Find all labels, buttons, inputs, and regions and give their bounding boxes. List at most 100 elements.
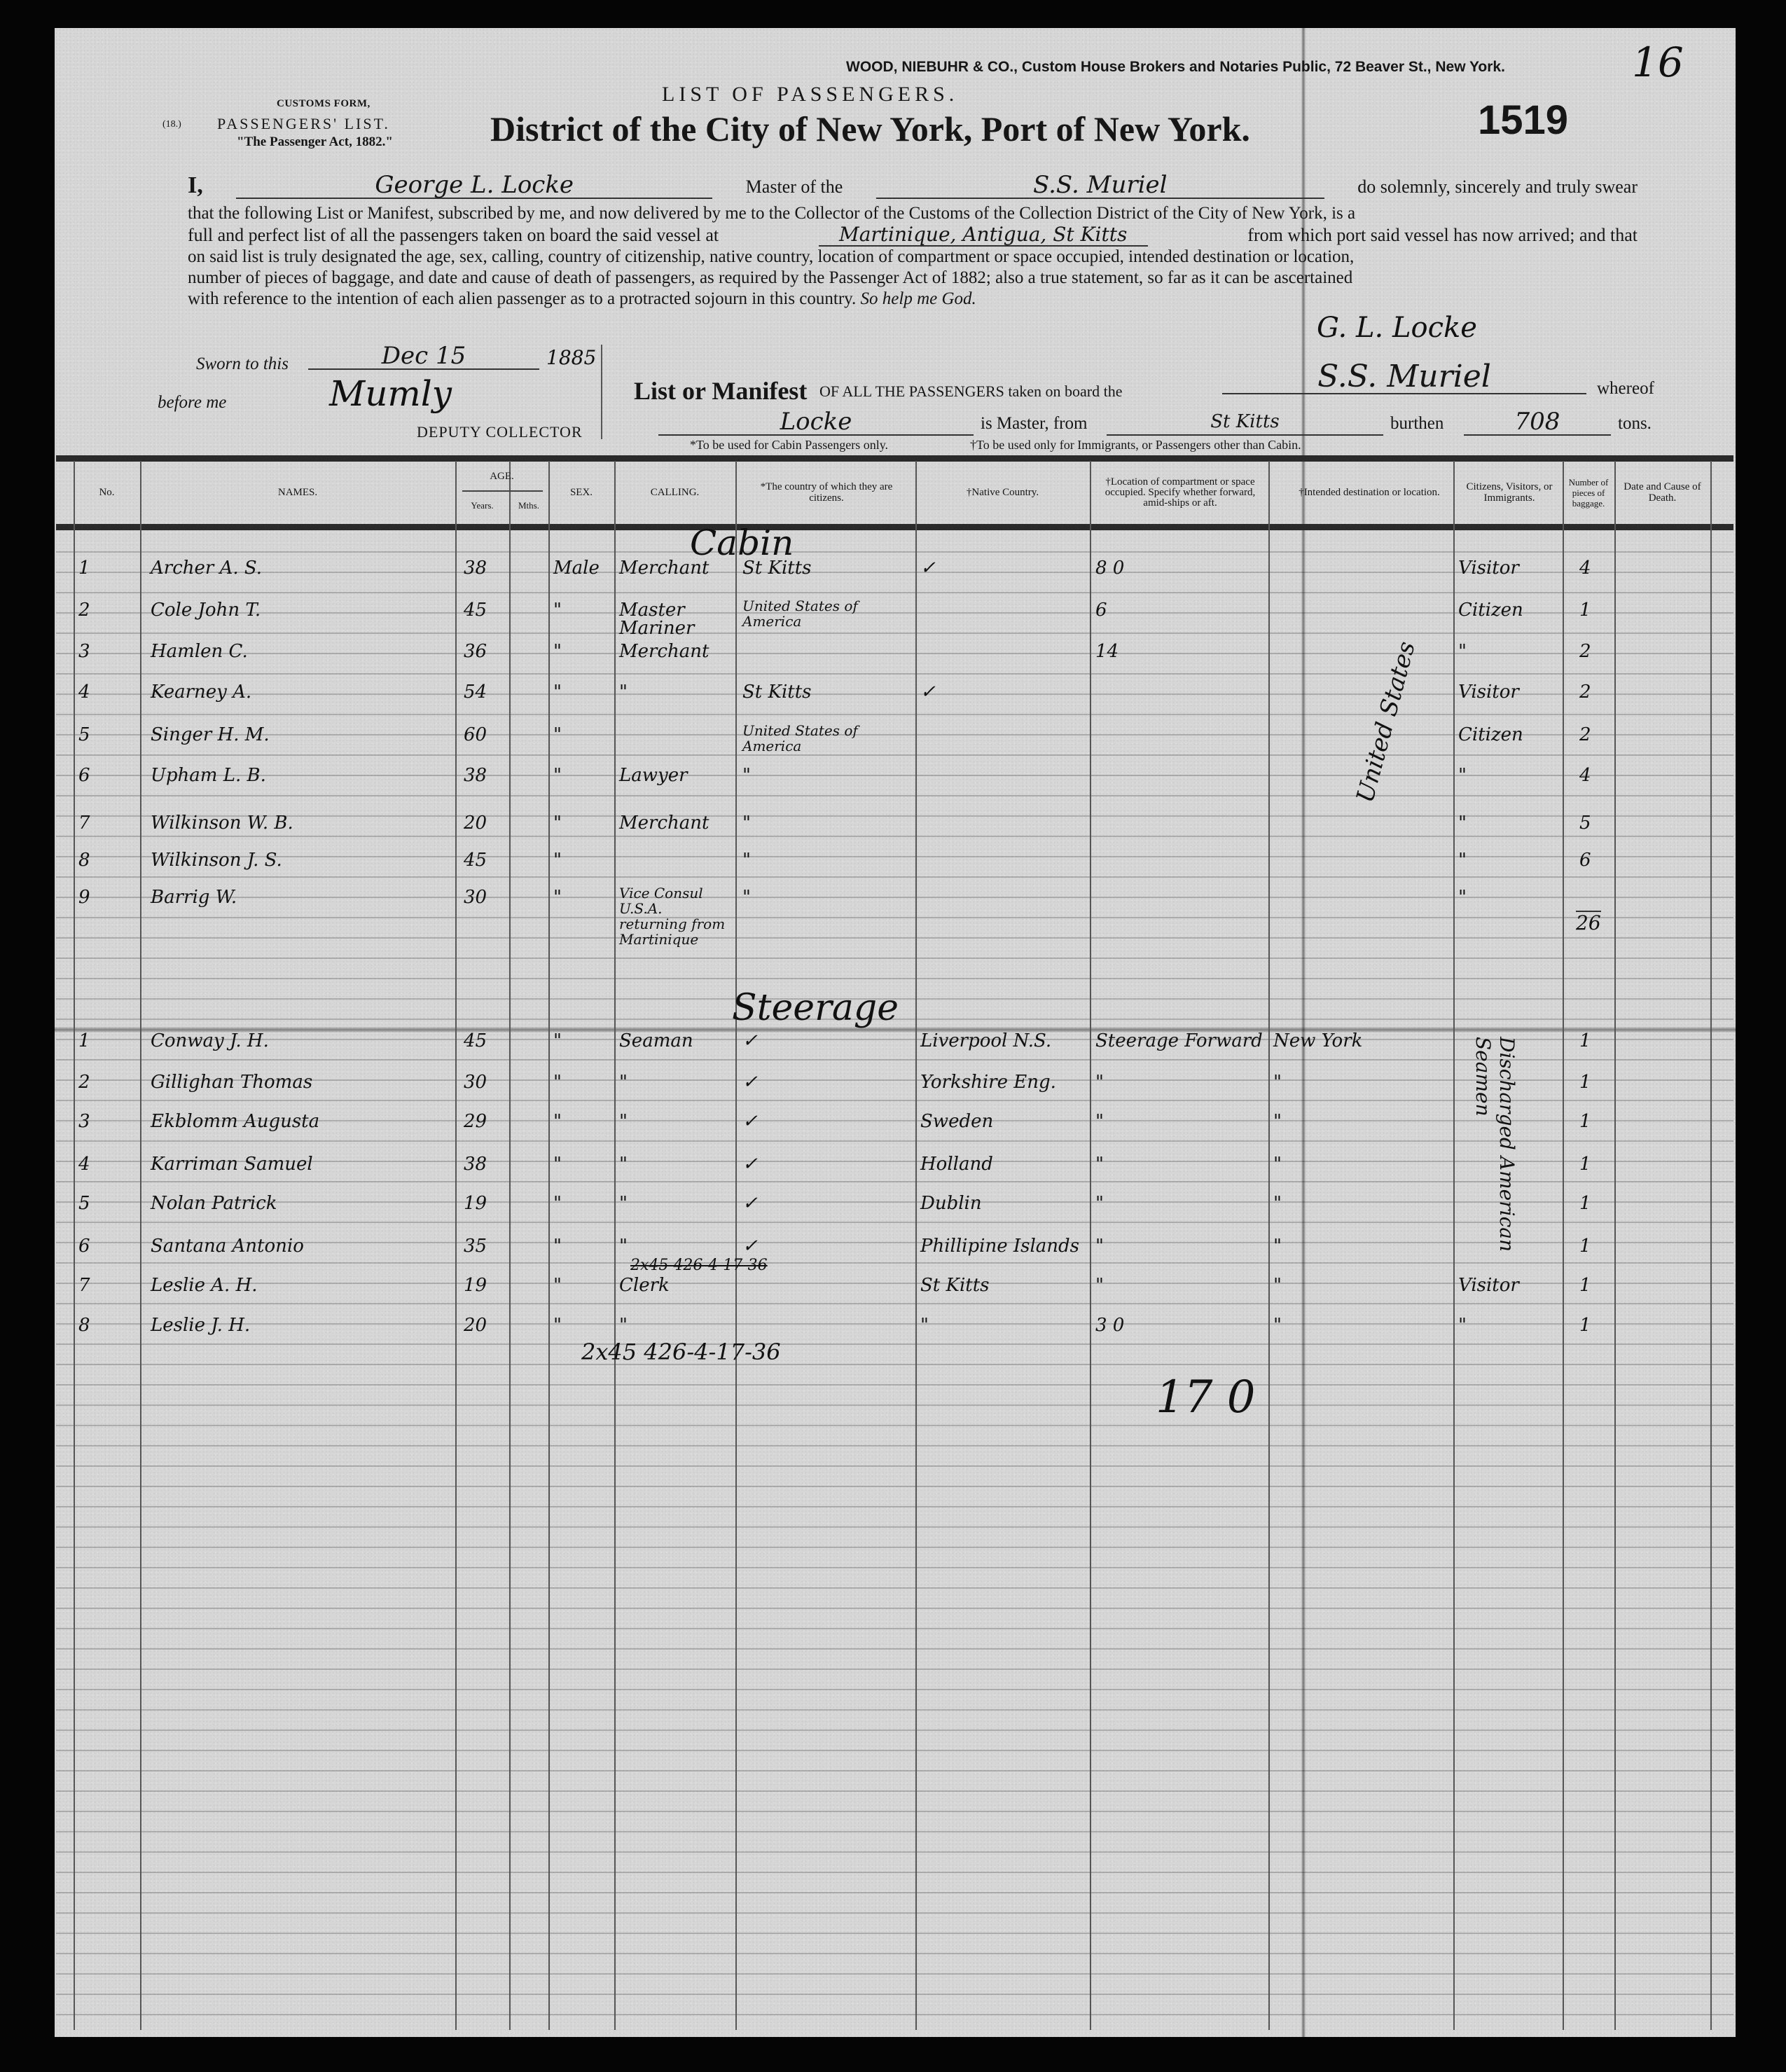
- cell-status: ": [1458, 765, 1467, 786]
- cell-no: 5: [78, 1193, 90, 1214]
- cell-sex: ": [553, 850, 562, 871]
- column-header-calling: CALLING.: [650, 487, 700, 498]
- cell-no: 5: [78, 724, 90, 745]
- list-title: LIST OF PASSENGERS.: [662, 83, 959, 106]
- cell-baggage: 4: [1579, 765, 1591, 786]
- cell-sex: ": [553, 600, 562, 621]
- cell-baggage: 1: [1579, 1275, 1591, 1296]
- cell-name: Singer H. M.: [151, 724, 270, 745]
- cell-name: Nolan Patrick: [151, 1193, 277, 1214]
- cell-calling: ": [619, 1315, 628, 1336]
- column-header-native-country: †Native Country.: [966, 487, 1039, 498]
- cell-no: 3: [78, 1111, 90, 1132]
- column-rule: [1453, 461, 1455, 2030]
- cell-name: Hamlen C.: [151, 641, 248, 662]
- cell-name: Upham L. B.: [151, 765, 266, 786]
- cell-no: 7: [78, 813, 90, 834]
- cell-baggage: 2: [1579, 682, 1591, 703]
- cell-name: Ekblomm Augusta: [151, 1111, 320, 1132]
- cell-no: 2: [78, 1072, 90, 1093]
- cell-sex: ": [553, 1275, 562, 1296]
- cell-location: Steerage Forward: [1095, 1030, 1263, 1051]
- cell-calling: Merchant: [619, 641, 709, 662]
- cell-name: Wilkinson J. S.: [151, 850, 282, 871]
- sworn-year: 1885: [546, 346, 597, 369]
- oath-text: with reference to the intention of each …: [188, 289, 857, 308]
- cell-no: 1: [78, 1030, 90, 1051]
- cell-baggage: 1: [1579, 1111, 1591, 1132]
- column-header-location: †Location of compartment or space occupi…: [1105, 476, 1256, 509]
- cell-status: ": [1458, 887, 1467, 908]
- cabin-baggage-total: 26: [1576, 911, 1601, 934]
- cell-name: Kearney A.: [151, 682, 252, 703]
- manifest-title: List or Manifest: [634, 377, 808, 405]
- cell-baggage: 1: [1579, 1315, 1591, 1336]
- cell-native-country: St Kitts: [920, 1275, 990, 1296]
- column-rule: [509, 461, 511, 2030]
- cell-calling: ": [619, 1072, 628, 1093]
- cell-calling: Seaman: [619, 1030, 693, 1051]
- cell-no: 7: [78, 1275, 90, 1296]
- cell-no: 3: [78, 641, 90, 662]
- age-divider: [462, 490, 543, 492]
- cell-citizen-country: St Kitts: [742, 558, 812, 579]
- cell-status: ": [1458, 1315, 1467, 1336]
- cell-native-country: Phillipine Islands: [920, 1236, 1080, 1257]
- cell-native-country: ✓: [920, 558, 936, 579]
- column-rule: [1090, 461, 1091, 2030]
- cell-sex: ": [553, 765, 562, 786]
- column-rule: [614, 461, 616, 2030]
- cabin-section-label: Cabin: [690, 523, 794, 563]
- column-header-status: Citizens, Visitors, or Immigrants.: [1466, 481, 1553, 504]
- collector-signature: Mumly: [329, 373, 452, 414]
- cell-location: ": [1095, 1236, 1104, 1257]
- grand-total: 17 0: [1156, 1372, 1256, 1423]
- cell-location: ": [1095, 1193, 1104, 1214]
- deputy-collector-label: DEPUTY COLLECTOR: [417, 423, 583, 441]
- steerage-annotation: 2x45 426-4-17-36: [581, 1339, 781, 1365]
- cell-name: Gillighan Thomas: [151, 1072, 313, 1093]
- cell-baggage: 1: [1579, 1072, 1591, 1093]
- tons-label: tons.: [1618, 414, 1652, 433]
- oath-closing: So help me God.: [860, 289, 976, 308]
- cell-sex: ": [553, 1236, 562, 1257]
- column-rule: [735, 461, 737, 2030]
- cell-years: 19: [464, 1193, 487, 1214]
- column-rule: [1563, 461, 1564, 2030]
- cell-native-country: Sweden: [920, 1111, 994, 1132]
- cell-status: Visitor: [1458, 558, 1519, 579]
- sworn-date-field: Dec 15: [308, 343, 539, 370]
- oath-text: full and perfect list of all the passeng…: [188, 225, 719, 245]
- column-header-citizen-country: *The country of which they are citizens.: [760, 481, 893, 504]
- cell-baggage: 2: [1579, 724, 1591, 745]
- cell-years: 20: [464, 813, 487, 834]
- cell-citizen-country: ✓: [742, 1154, 758, 1175]
- column-rule: [1268, 461, 1270, 2030]
- column-header-age: AGE.: [490, 471, 514, 482]
- cell-status: ": [1458, 813, 1467, 834]
- cell-baggage: 1: [1579, 1154, 1591, 1175]
- cell-name: Conway J. H.: [151, 1030, 269, 1051]
- cell-baggage: 6: [1579, 850, 1591, 871]
- cell-name: Wilkinson W. B.: [151, 813, 293, 834]
- cell-sex: ": [553, 641, 562, 662]
- cell-native-country: Holland: [920, 1154, 993, 1175]
- table-top-rule: [56, 455, 1733, 462]
- act-label: "The Passenger Act, 1882.": [237, 134, 393, 149]
- cell-name: Karriman Samuel: [151, 1154, 313, 1175]
- cell-destination: ": [1273, 1275, 1282, 1296]
- cell-sex: ": [553, 887, 562, 908]
- cell-no: 8: [78, 1315, 90, 1336]
- cell-baggage: 1: [1579, 1193, 1591, 1214]
- cell-baggage: 1: [1579, 1030, 1591, 1051]
- manifest-master-field: Locke: [658, 409, 974, 436]
- steerage-section-label: Steerage: [732, 987, 899, 1029]
- cell-calling: ": [619, 1236, 628, 1257]
- cell-native-country: ✓: [920, 682, 936, 703]
- cell-status: Visitor: [1458, 682, 1519, 703]
- cell-sex: ": [553, 724, 562, 745]
- cell-citizen-country: St Kitts: [742, 682, 812, 703]
- cell-destination: ": [1273, 1111, 1282, 1132]
- column-header-no: No.: [99, 487, 115, 498]
- cell-years: 38: [464, 558, 487, 579]
